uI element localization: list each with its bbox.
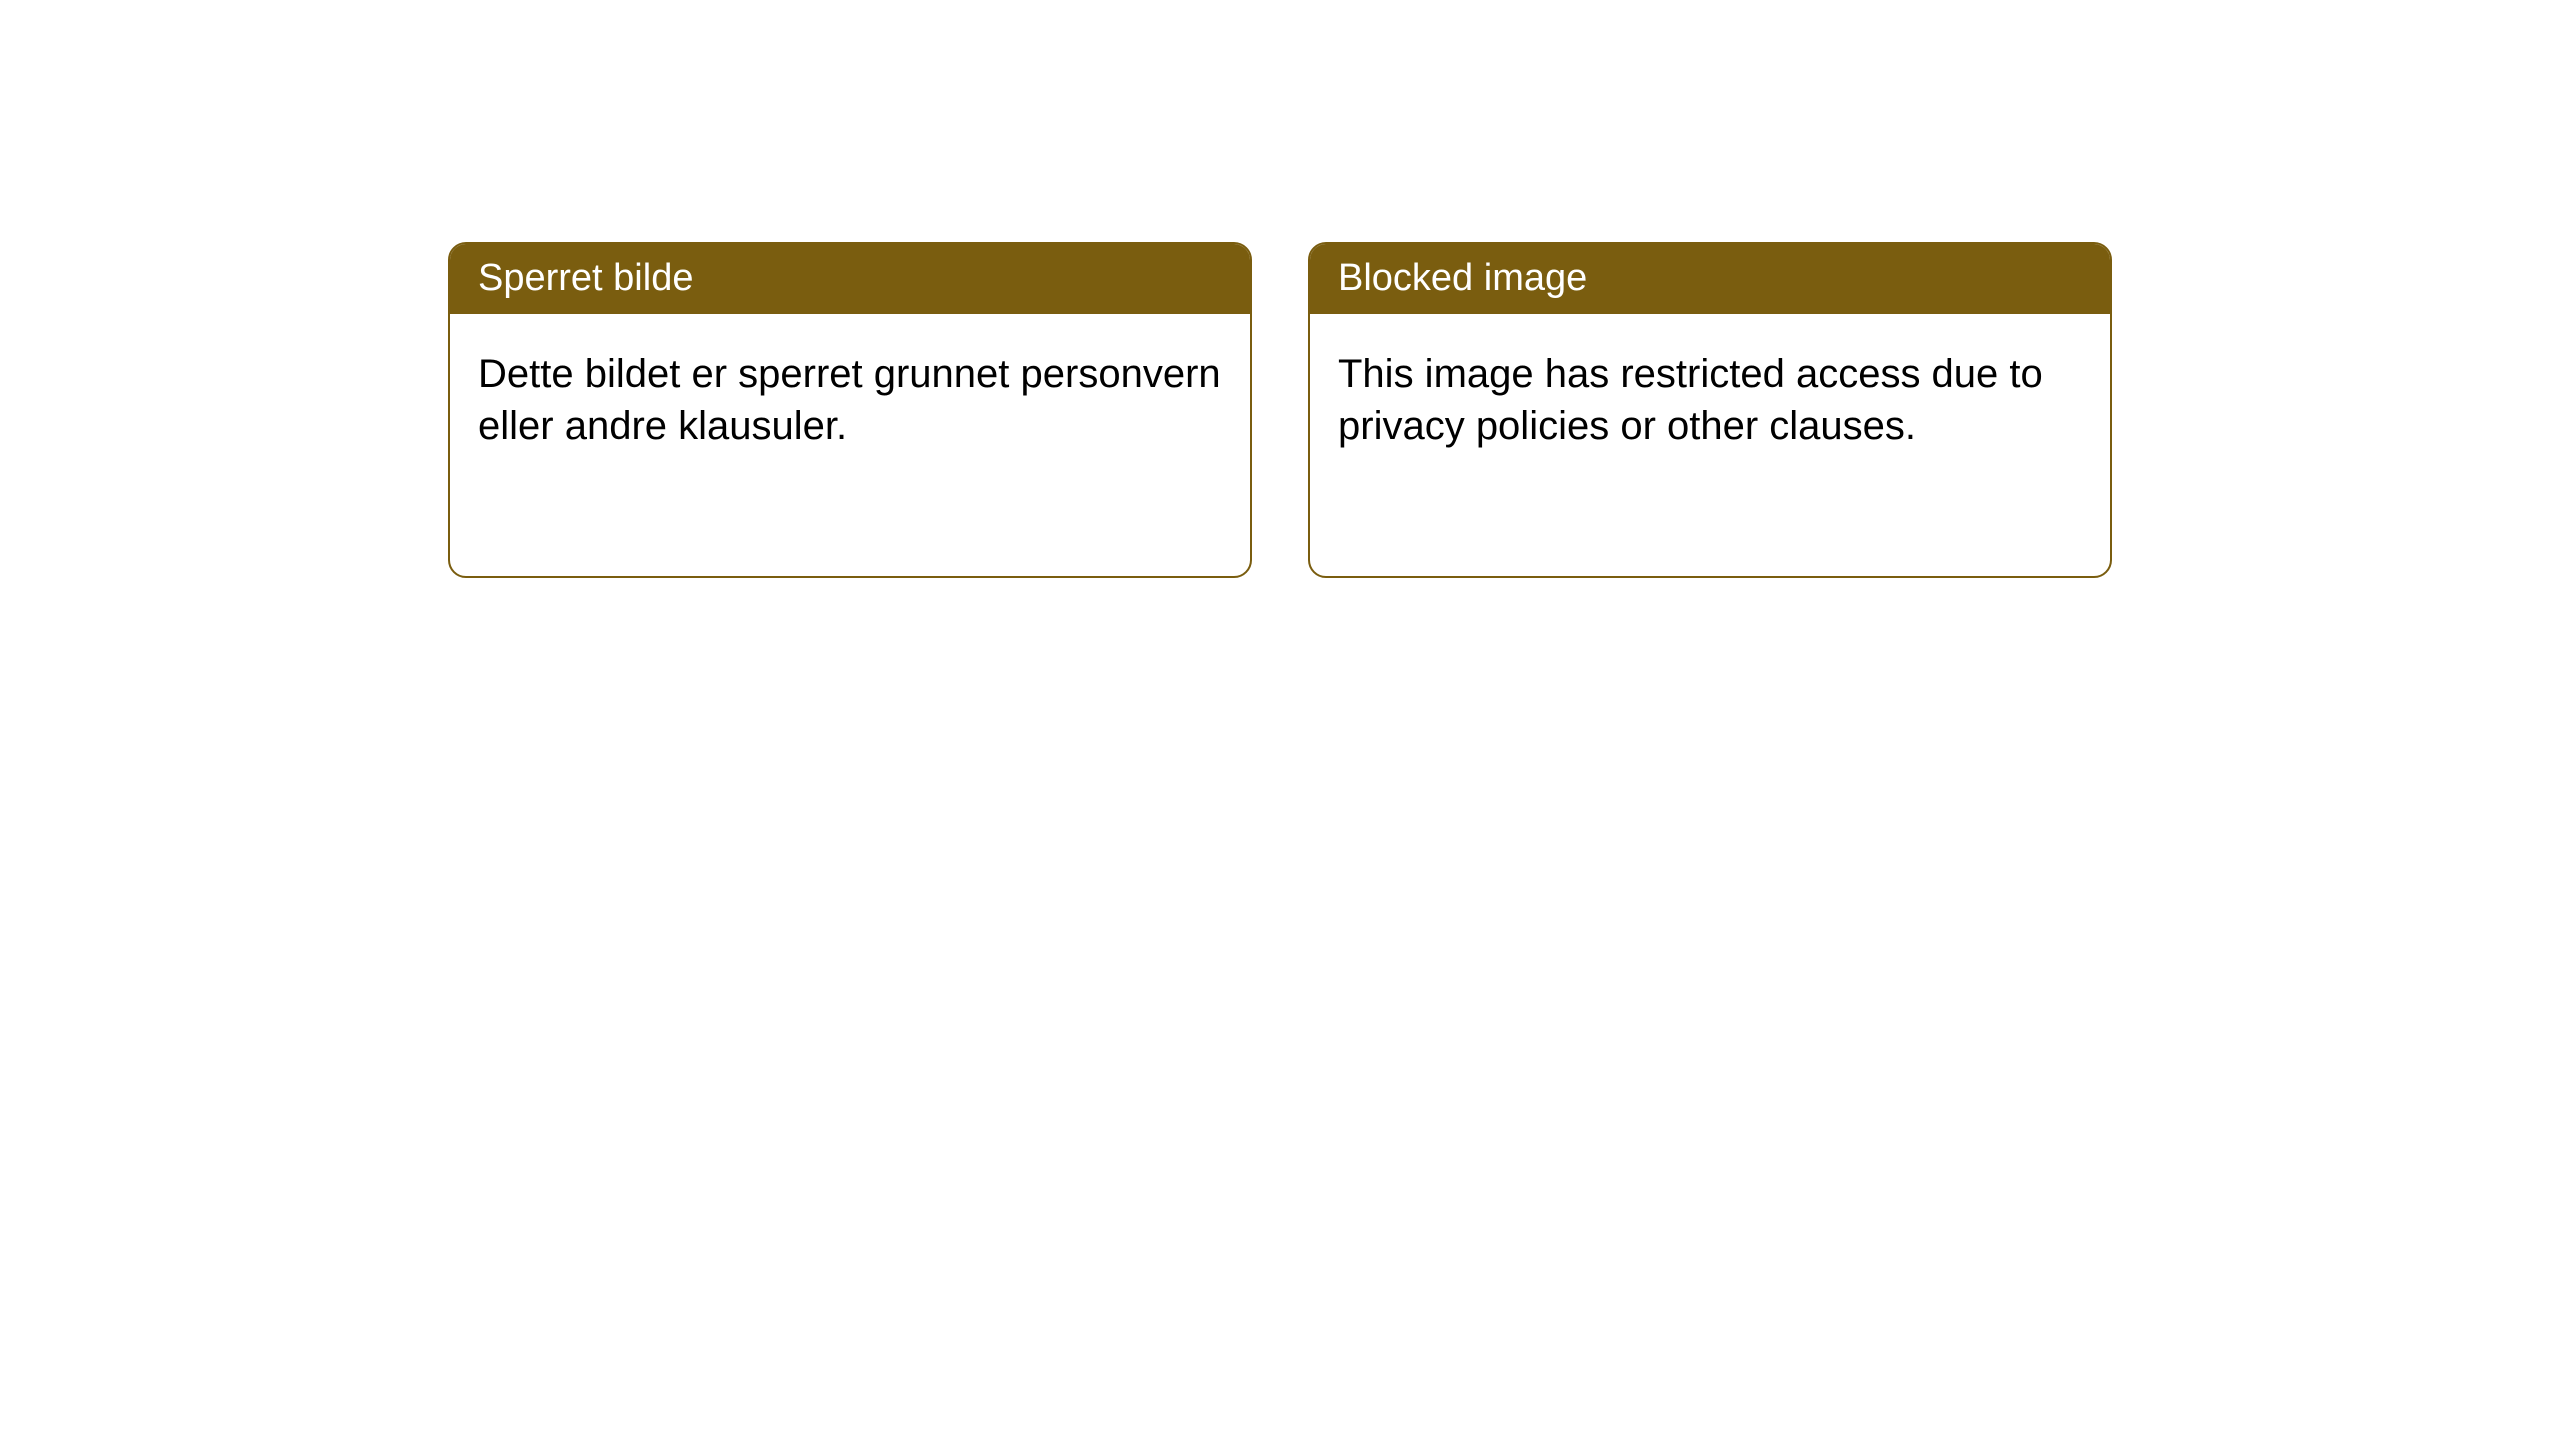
notice-card-english: Blocked image This image has restricted …	[1308, 242, 2112, 578]
notice-card-norwegian: Sperret bilde Dette bildet er sperret gr…	[448, 242, 1252, 578]
notice-body: Dette bildet er sperret grunnet personve…	[450, 314, 1250, 486]
notice-cards-container: Sperret bilde Dette bildet er sperret gr…	[448, 242, 2112, 578]
notice-body: This image has restricted access due to …	[1310, 314, 2110, 486]
notice-header: Blocked image	[1310, 244, 2110, 314]
notice-header: Sperret bilde	[450, 244, 1250, 314]
